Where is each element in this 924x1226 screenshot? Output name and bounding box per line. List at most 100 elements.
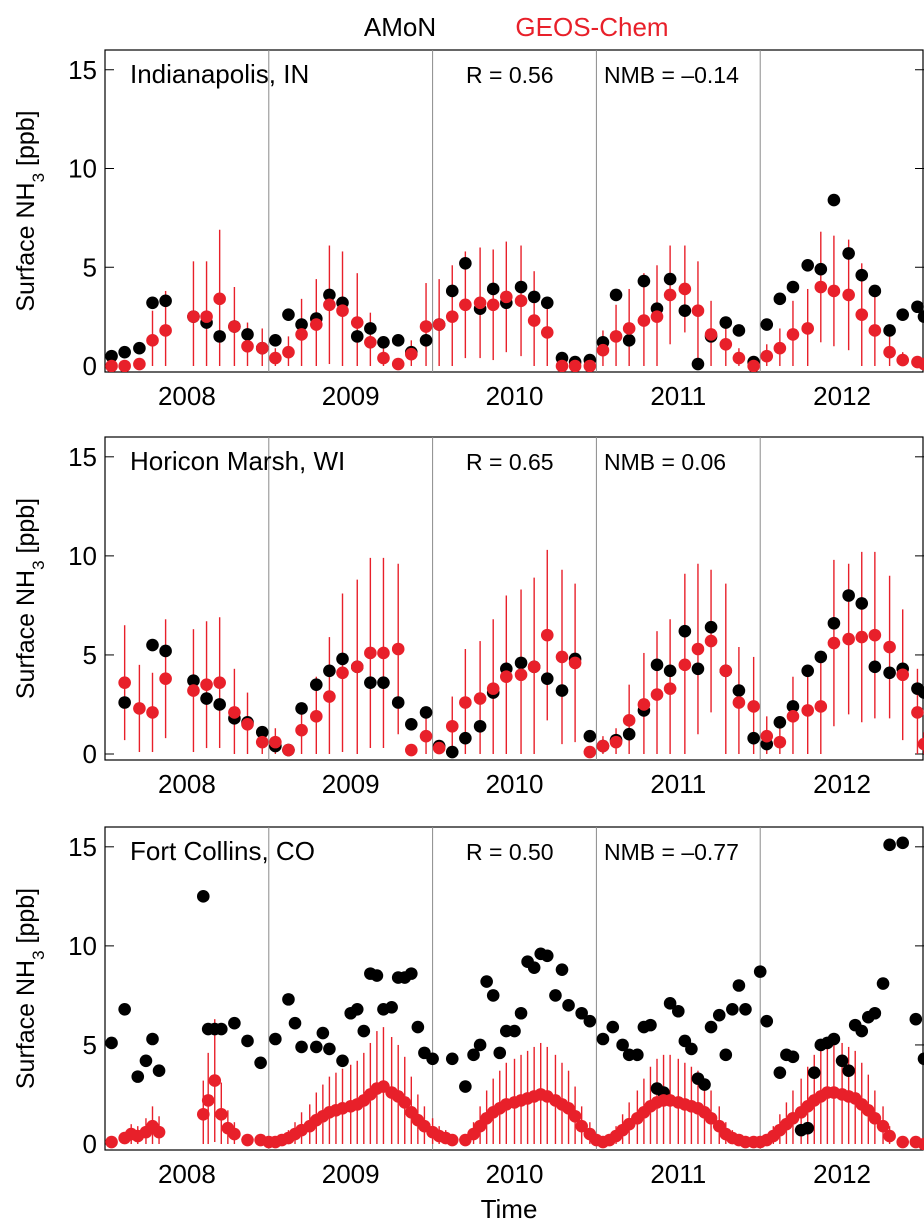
x-tick-label: 2011 <box>650 769 706 799</box>
geos-chem-point <box>133 702 146 715</box>
r-value: R = 0.56 <box>466 62 554 88</box>
data-layer <box>105 193 924 372</box>
amon-point <box>575 1006 588 1020</box>
amon-point <box>801 664 815 678</box>
geos-chem-point <box>842 288 855 302</box>
amon-point <box>631 1048 644 1062</box>
geos-chem-point <box>398 1096 412 1109</box>
geos-chem-point <box>555 650 569 664</box>
y-tick-label: 15 <box>68 832 97 862</box>
geos-chem-point <box>596 739 610 753</box>
amon-point <box>917 310 924 323</box>
geos-chem-point <box>917 357 924 371</box>
amon-point <box>753 965 767 978</box>
amon-point <box>131 1070 145 1083</box>
geos-chem-point <box>295 723 308 737</box>
amon-point <box>426 1052 439 1066</box>
geos-chem-point <box>801 704 815 717</box>
amon-point <box>814 262 828 276</box>
amon-point <box>508 1024 521 1038</box>
amon-point <box>269 334 282 347</box>
amon-point <box>159 294 172 308</box>
geos-chem-point <box>855 630 869 644</box>
data-layer <box>105 836 924 1150</box>
amon-point <box>896 836 910 850</box>
plot-frame <box>104 49 924 373</box>
legend-amon: AMoN <box>364 12 436 42</box>
y-tick-label: 15 <box>68 442 97 472</box>
amon-point <box>698 1078 711 1091</box>
geos-chem-point <box>911 706 924 719</box>
amon-point <box>527 961 541 974</box>
geos-chem-point <box>310 318 323 331</box>
amon-point <box>139 1054 153 1068</box>
geos-chem-point <box>391 642 405 656</box>
geos-chem-point <box>377 646 390 660</box>
panels: 0 5 10 15 2008 2009 2010 2011 2012 Surface NH3 [p… <box>12 49 924 1189</box>
data-layer <box>118 549 924 759</box>
geos-chem-point <box>691 642 705 656</box>
x-tick-label: 2009 <box>322 769 380 799</box>
geos-chem-point <box>323 298 336 312</box>
geos-chem-point <box>583 359 597 372</box>
geos-chem-point <box>868 324 882 337</box>
geos-chem-point <box>719 664 733 678</box>
y-tick-label: 10 <box>68 931 97 961</box>
amon-point <box>385 1000 398 1014</box>
plot-frame <box>104 826 924 1151</box>
y-tick-label: 15 <box>68 55 97 85</box>
amon-point <box>555 684 569 697</box>
geos-chem-point <box>514 668 528 682</box>
geos-chem-point <box>269 735 282 749</box>
legend: AMoN GEOS-Chem <box>364 12 669 42</box>
amon-point <box>637 274 651 288</box>
amon-point <box>672 1004 685 1018</box>
amon-point <box>911 300 924 314</box>
amon-point <box>732 684 746 697</box>
x-tick-label: 2011 <box>650 1159 706 1189</box>
geos-chem-point <box>773 735 787 749</box>
geos-chem-point <box>650 310 664 323</box>
amon-point <box>732 324 746 337</box>
geos-chem-point <box>391 357 405 371</box>
amon-point <box>200 692 213 705</box>
amon-point <box>644 1018 657 1032</box>
amon-point <box>549 989 562 1002</box>
x-tick-label: 2012 <box>813 381 871 411</box>
amon-point <box>909 1012 923 1026</box>
geos-chem-point <box>364 646 377 660</box>
r-value: R = 0.50 <box>466 839 554 865</box>
geos-chem-point <box>609 330 623 343</box>
amon-point <box>807 1066 821 1079</box>
amon-point <box>159 644 172 658</box>
y-axis-label: Surface NH3 [ppb] <box>12 498 48 699</box>
geos-chem-point <box>842 632 855 646</box>
x-tick-label: 2012 <box>813 1159 871 1189</box>
amon-point <box>678 304 692 318</box>
y-tick-label: 0 <box>83 351 97 381</box>
amon-point <box>310 1040 323 1054</box>
amon-point <box>855 1024 869 1038</box>
amon-point <box>760 318 774 331</box>
geos-chem-point <box>540 628 554 642</box>
amon-point <box>323 1042 336 1056</box>
amon-point <box>255 725 269 739</box>
amon-point <box>419 706 433 719</box>
amon-point <box>868 284 882 298</box>
geos-chem-point <box>500 670 513 684</box>
geos-chem-point <box>432 741 446 755</box>
amon-point <box>773 716 787 729</box>
amon-point <box>883 838 896 852</box>
amon-point <box>732 979 746 992</box>
amon-point <box>105 349 118 363</box>
geos-chem-point <box>187 684 200 697</box>
amon-point <box>827 1032 841 1046</box>
geos-chem-point <box>855 308 869 321</box>
geos-chem-point <box>622 714 636 727</box>
geos-chem-point <box>527 660 541 674</box>
amon-point <box>295 702 308 715</box>
geos-chem-point <box>678 282 692 296</box>
geos-chem-point <box>336 666 349 680</box>
amon-point <box>146 638 159 652</box>
y-tick-label: 5 <box>83 252 97 282</box>
